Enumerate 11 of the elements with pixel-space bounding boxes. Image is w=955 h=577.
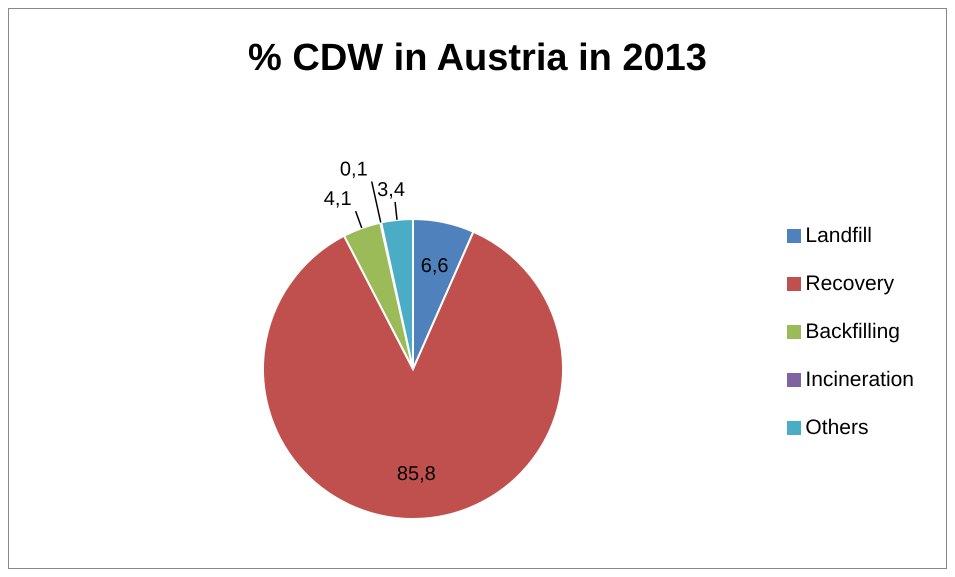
legend-label: Backfilling [805,320,900,343]
legend-label: Landfill [805,224,872,247]
data-label: 85,8 [396,462,436,485]
chart-title: % CDW in Austria in 2013 [247,36,708,81]
data-label: 3,4 [377,178,405,201]
data-label: 4,1 [324,188,352,210]
data-label: 6,6 [420,255,449,278]
legend-label: Recovery [805,272,894,295]
legend-label: Incineration [805,368,914,391]
data-label: 0,1 [340,158,368,180]
legend-label: Others [805,416,868,439]
